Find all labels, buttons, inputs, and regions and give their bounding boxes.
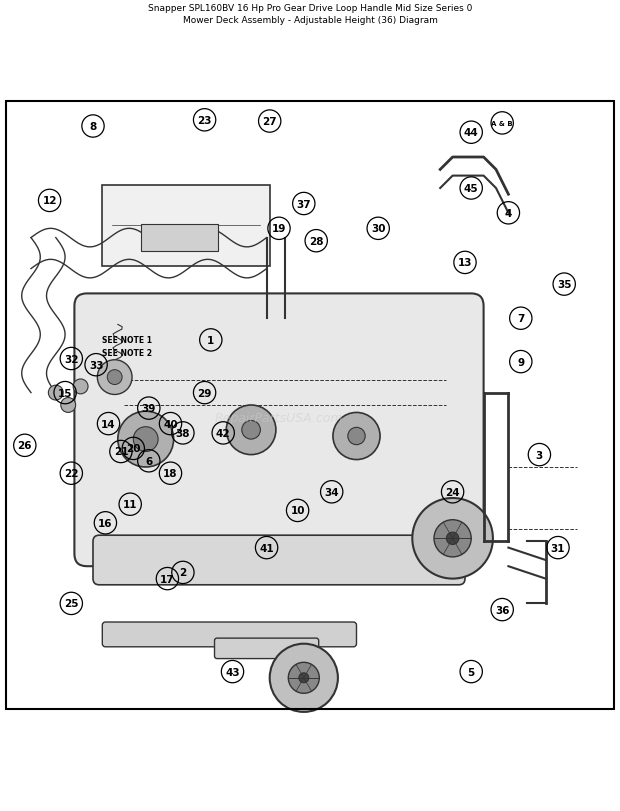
Text: 27: 27 (262, 117, 277, 127)
Text: 7: 7 (517, 314, 525, 324)
Circle shape (348, 427, 365, 445)
Text: 29: 29 (197, 388, 212, 398)
Text: 9: 9 (517, 357, 525, 367)
Circle shape (107, 370, 122, 385)
Text: 6: 6 (145, 457, 153, 466)
FancyBboxPatch shape (102, 622, 356, 647)
Text: 40: 40 (163, 419, 178, 429)
Text: 5: 5 (467, 667, 475, 676)
Circle shape (288, 663, 319, 693)
Text: 15: 15 (58, 388, 73, 398)
Text: 43: 43 (225, 667, 240, 676)
Text: 11: 11 (123, 500, 138, 509)
Text: 45: 45 (464, 184, 479, 194)
Circle shape (242, 421, 260, 440)
Text: 4: 4 (505, 208, 512, 218)
Text: 16: 16 (98, 518, 113, 528)
Text: 14: 14 (101, 419, 116, 429)
Text: 41: 41 (259, 543, 274, 553)
Text: 36: 36 (495, 605, 510, 615)
Circle shape (412, 499, 493, 579)
Circle shape (48, 386, 63, 401)
Text: SEE NOTE 2: SEE NOTE 2 (102, 349, 152, 358)
Text: 19: 19 (272, 224, 286, 234)
Text: 13: 13 (458, 258, 472, 268)
Circle shape (97, 360, 132, 395)
Text: 31: 31 (551, 543, 565, 553)
Text: 23: 23 (197, 116, 212, 126)
Text: 28: 28 (309, 237, 324, 247)
Text: 26: 26 (17, 440, 32, 451)
FancyBboxPatch shape (93, 535, 465, 585)
FancyBboxPatch shape (141, 225, 218, 252)
Text: 42: 42 (216, 428, 231, 439)
Text: 17: 17 (160, 574, 175, 584)
FancyBboxPatch shape (74, 294, 484, 567)
Text: 32: 32 (64, 354, 79, 364)
Circle shape (434, 520, 471, 557)
Text: 38: 38 (175, 428, 190, 439)
Text: Mower Deck Assembly - Adjustable Height (36) Diagram: Mower Deck Assembly - Adjustable Height … (182, 16, 438, 25)
Text: 35: 35 (557, 280, 572, 290)
Text: 24: 24 (445, 487, 460, 497)
Text: RepairPartsUSA.com: RepairPartsUSA.com (215, 411, 343, 424)
Text: 37: 37 (296, 200, 311, 209)
FancyBboxPatch shape (215, 638, 319, 659)
Circle shape (333, 413, 380, 460)
Circle shape (73, 380, 88, 394)
Text: 30: 30 (371, 224, 386, 234)
Text: 12: 12 (42, 196, 57, 206)
Text: 20: 20 (126, 444, 141, 454)
Text: SEE NOTE 1: SEE NOTE 1 (102, 336, 152, 345)
Text: 18: 18 (163, 469, 178, 478)
Text: 21: 21 (113, 447, 128, 457)
Text: Snapper SPL160BV 16 Hp Pro Gear Drive Loop Handle Mid Size Series 0: Snapper SPL160BV 16 Hp Pro Gear Drive Lo… (148, 4, 472, 13)
Text: 10: 10 (290, 506, 305, 516)
Text: 34: 34 (324, 487, 339, 497)
Circle shape (270, 644, 338, 712)
Text: 25: 25 (64, 599, 79, 608)
Text: 3: 3 (536, 450, 543, 460)
Text: 39: 39 (141, 404, 156, 414)
Text: 1: 1 (207, 336, 215, 345)
Circle shape (133, 427, 158, 452)
Text: 8: 8 (89, 122, 97, 132)
Circle shape (61, 398, 76, 413)
Text: 22: 22 (64, 469, 79, 478)
Text: 2: 2 (179, 568, 187, 577)
Circle shape (446, 533, 459, 545)
Text: 33: 33 (89, 360, 104, 371)
Circle shape (226, 406, 276, 455)
FancyBboxPatch shape (102, 186, 270, 266)
Circle shape (118, 412, 174, 467)
Text: 44: 44 (464, 128, 479, 138)
Text: A & B: A & B (492, 121, 513, 127)
Circle shape (299, 673, 309, 683)
